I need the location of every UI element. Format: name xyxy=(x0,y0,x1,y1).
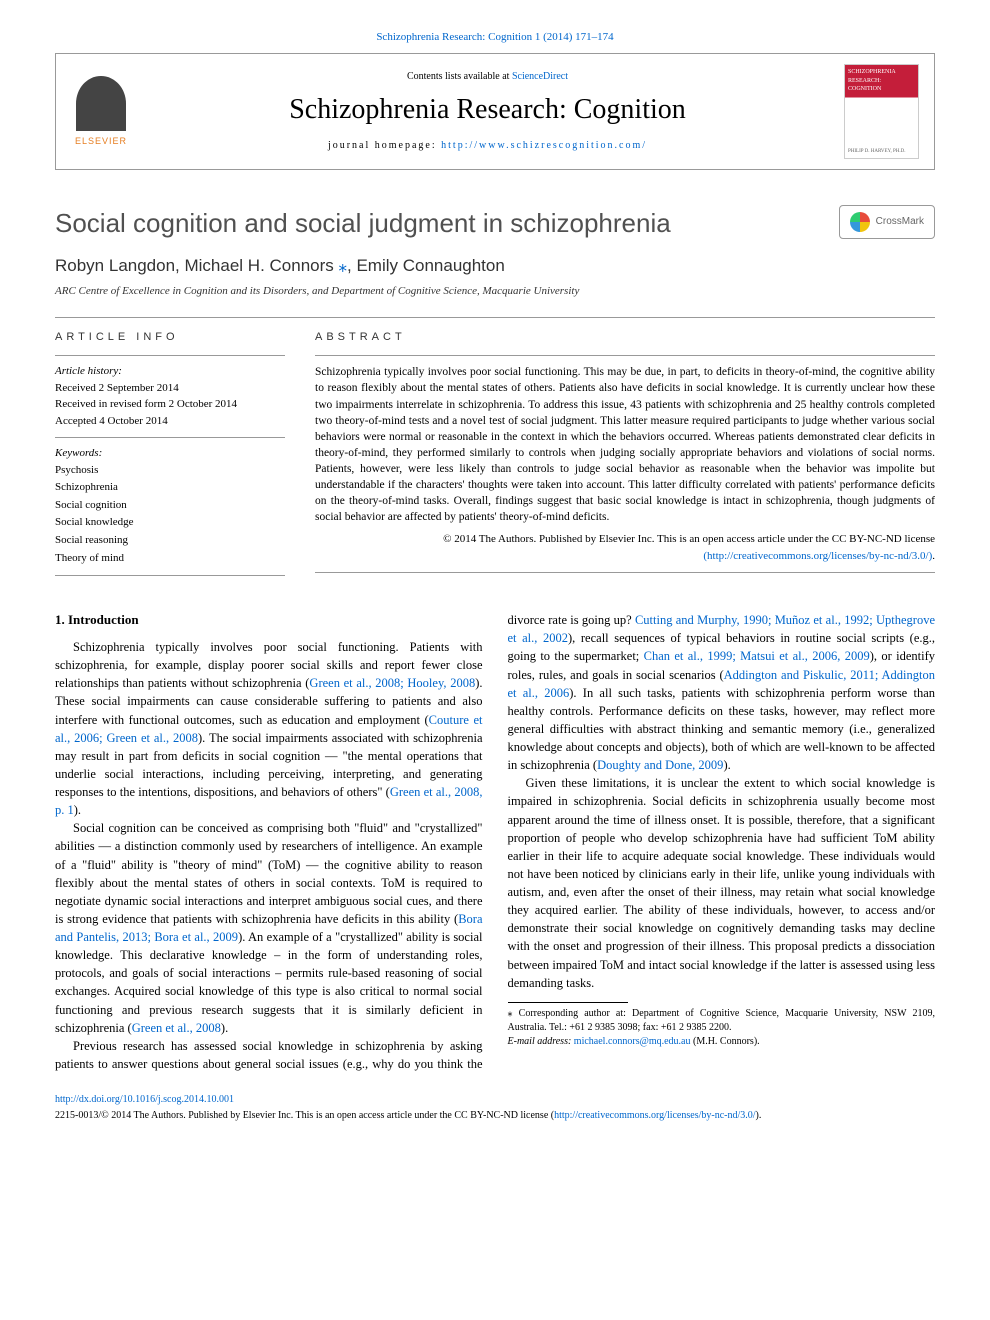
abstract-divider xyxy=(315,355,935,356)
cover-title: SCHIZOPHRENIA xyxy=(848,68,915,76)
article-info-label: ARTICLE INFO xyxy=(55,330,285,345)
journal-header-box: ELSEVIER Contents lists available at Sci… xyxy=(55,53,935,170)
journal-title: Schizophrenia Research: Cognition xyxy=(131,90,844,129)
intro-para-2: Social cognition can be conceived as com… xyxy=(55,819,483,1037)
contents-prefix: Contents lists available at xyxy=(407,71,512,82)
history-revised: Received in revised form 2 October 2014 xyxy=(55,396,285,413)
history-label: Article history: xyxy=(55,364,285,379)
history-accepted: Accepted 4 October 2014 xyxy=(55,413,285,430)
journal-reference: Schizophrenia Research: Cognition 1 (201… xyxy=(55,30,935,45)
issn-end: ). xyxy=(756,1110,762,1121)
p2b: ). An example of a "crystallized" abilit… xyxy=(55,930,483,1035)
keyword-3: Social cognition xyxy=(55,497,285,515)
history-received: Received 2 September 2014 xyxy=(55,380,285,397)
footnote-separator xyxy=(508,1002,628,1003)
elsevier-logo: ELSEVIER xyxy=(71,72,131,152)
abstract-text: Schizophrenia typically involves poor so… xyxy=(315,364,935,525)
elsevier-label: ELSEVIER xyxy=(75,135,127,148)
keyword-6: Theory of mind xyxy=(55,550,285,568)
abstract-label: ABSTRACT xyxy=(315,330,935,345)
keywords-label: Keywords: xyxy=(55,446,285,461)
footer-license-link[interactable]: http://creativecommons.org/licenses/by-n… xyxy=(554,1110,755,1121)
email-footnote: E-mail address: michael.connors@mq.edu.a… xyxy=(508,1035,936,1049)
email-label: E-mail address: xyxy=(508,1036,574,1047)
intro-heading: 1. Introduction xyxy=(55,611,483,630)
issn-text: 2215-0013/© 2014 The Authors. Published … xyxy=(55,1110,554,1121)
keyword-2: Schizophrenia xyxy=(55,479,285,497)
license-link[interactable]: (http://creativecommons.org/licenses/by-… xyxy=(703,550,932,562)
sciencedirect-link[interactable]: ScienceDirect xyxy=(512,71,568,82)
authors-part2: , Emily Connaughton xyxy=(347,256,505,275)
p3e: ). xyxy=(723,758,730,772)
email-link[interactable]: michael.connors@mq.edu.au xyxy=(574,1036,691,1047)
p2c: ). xyxy=(221,1021,228,1035)
cover-subtitle: RESEARCH: COGNITION xyxy=(848,77,915,94)
authors-part1: Robyn Langdon, Michael H. Connors xyxy=(55,256,339,275)
divider-top xyxy=(55,317,935,318)
homepage-link[interactable]: http://www.schizrescognition.com/ xyxy=(441,140,647,151)
cover-editor: PHILIP D. HARVEY, PH.D. xyxy=(848,148,915,155)
info-divider2 xyxy=(55,437,285,438)
issn-line: 2215-0013/© 2014 The Authors. Published … xyxy=(55,1109,935,1123)
body-section: 1. Introduction Schizophrenia typically … xyxy=(55,611,935,1073)
copyright-end: . xyxy=(932,550,935,562)
abstract-column: ABSTRACT Schizophrenia typically involve… xyxy=(315,330,935,576)
authors-line: Robyn Langdon, Michael H. Connors ⁎, Emi… xyxy=(55,254,935,278)
elsevier-tree-icon xyxy=(76,76,126,131)
p2a: Social cognition can be conceived as com… xyxy=(55,821,483,926)
doi-link[interactable]: http://dx.doi.org/10.1016/j.scog.2014.10… xyxy=(55,1093,935,1107)
header-center: Contents lists available at ScienceDirec… xyxy=(131,70,844,153)
contents-line: Contents lists available at ScienceDirec… xyxy=(131,70,844,84)
cite-chan[interactable]: Chan et al., 1999; Matsui et al., 2006, … xyxy=(644,649,870,663)
meta-section: ARTICLE INFO Article history: Received 2… xyxy=(55,330,935,576)
cite-green-hooley[interactable]: Green et al., 2008; Hooley, 2008 xyxy=(309,676,475,690)
info-divider3 xyxy=(55,575,285,576)
cite-doughty[interactable]: Doughty and Done, 2009 xyxy=(597,758,723,772)
crossmark-badge[interactable]: CrossMark xyxy=(839,205,935,239)
keyword-5: Social reasoning xyxy=(55,532,285,550)
corresponding-footnote: ⁎ Corresponding author at: Department of… xyxy=(508,1007,936,1035)
affiliation: ARC Centre of Excellence in Cognition an… xyxy=(55,284,935,299)
intro-para-4: Given these limitations, it is unclear t… xyxy=(508,774,936,992)
abstract-divider2 xyxy=(315,572,935,573)
copyright-block: © 2014 The Authors. Published by Elsevie… xyxy=(315,531,935,564)
email-suffix: (M.H. Connors). xyxy=(690,1036,759,1047)
keyword-4: Social knowledge xyxy=(55,514,285,532)
crossmark-icon xyxy=(850,212,870,232)
corresponding-mark: ⁎ xyxy=(339,256,348,275)
intro-para-1: Schizophrenia typically involves poor so… xyxy=(55,638,483,819)
crossmark-label: CrossMark xyxy=(876,215,924,229)
keywords-list: Psychosis Schizophrenia Social cognition… xyxy=(55,462,285,568)
keyword-1: Psychosis xyxy=(55,462,285,480)
title-block: Social cognition and social judgment in … xyxy=(55,205,935,241)
p1d: ). xyxy=(74,803,81,817)
cite-green2[interactable]: Green et al., 2008 xyxy=(132,1021,221,1035)
copyright-text: © 2014 The Authors. Published by Elsevie… xyxy=(443,533,935,545)
journal-cover-thumbnail: SCHIZOPHRENIA RESEARCH: COGNITION PHILIP… xyxy=(844,64,919,159)
article-title: Social cognition and social judgment in … xyxy=(55,205,671,241)
info-divider xyxy=(55,355,285,356)
homepage-line: journal homepage: http://www.schizrescog… xyxy=(131,139,844,153)
homepage-prefix: journal homepage: xyxy=(328,140,441,151)
article-info-column: ARTICLE INFO Article history: Received 2… xyxy=(55,330,285,576)
